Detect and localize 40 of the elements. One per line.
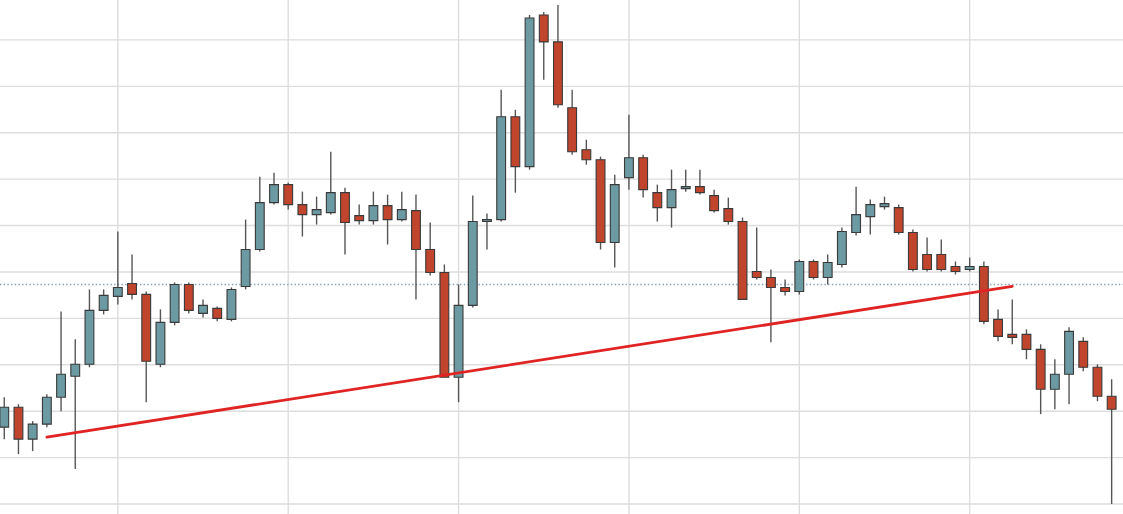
candlestick: [283, 181, 294, 211]
candlestick: [27, 420, 38, 452]
candlestick: [482, 212, 492, 251]
candlestick: [808, 258, 819, 281]
candlestick: [311, 195, 322, 226]
candlestick: [354, 203, 365, 226]
candlestick: [666, 168, 677, 229]
candlestick: [780, 278, 791, 297]
candlestick: [297, 190, 308, 238]
candlestick: [922, 236, 933, 273]
candlestick: [368, 190, 379, 226]
candlestick: [325, 151, 336, 216]
candlestick: [0, 396, 10, 440]
candlestick: [382, 193, 393, 246]
candlestick: [680, 168, 691, 193]
candlestick: [765, 268, 776, 344]
candlestick: [723, 196, 734, 226]
candlestick: [425, 221, 436, 277]
candlestick: [993, 308, 1004, 343]
candlestick: [1021, 328, 1032, 360]
candlestick: [1106, 378, 1117, 505]
candlestick: [694, 168, 705, 196]
candlestick: [1049, 358, 1060, 410]
candlestick: [751, 226, 762, 281]
candlestick: [936, 238, 947, 273]
candlestick: [822, 253, 833, 286]
candlestick: [127, 253, 137, 301]
candlestick: [269, 171, 279, 206]
candlestick: [851, 185, 862, 237]
candlestick: [709, 188, 720, 214]
candlestick: [865, 198, 876, 236]
candlestick: [581, 139, 592, 166]
candlestick: [652, 183, 663, 223]
candlestick: [56, 310, 67, 412]
candlestick: [98, 288, 109, 316]
candlestick: [1007, 298, 1018, 346]
candlestick: [623, 114, 634, 191]
candlestick: [70, 338, 81, 470]
candlestick: [112, 230, 123, 306]
candlestick: [396, 190, 407, 223]
